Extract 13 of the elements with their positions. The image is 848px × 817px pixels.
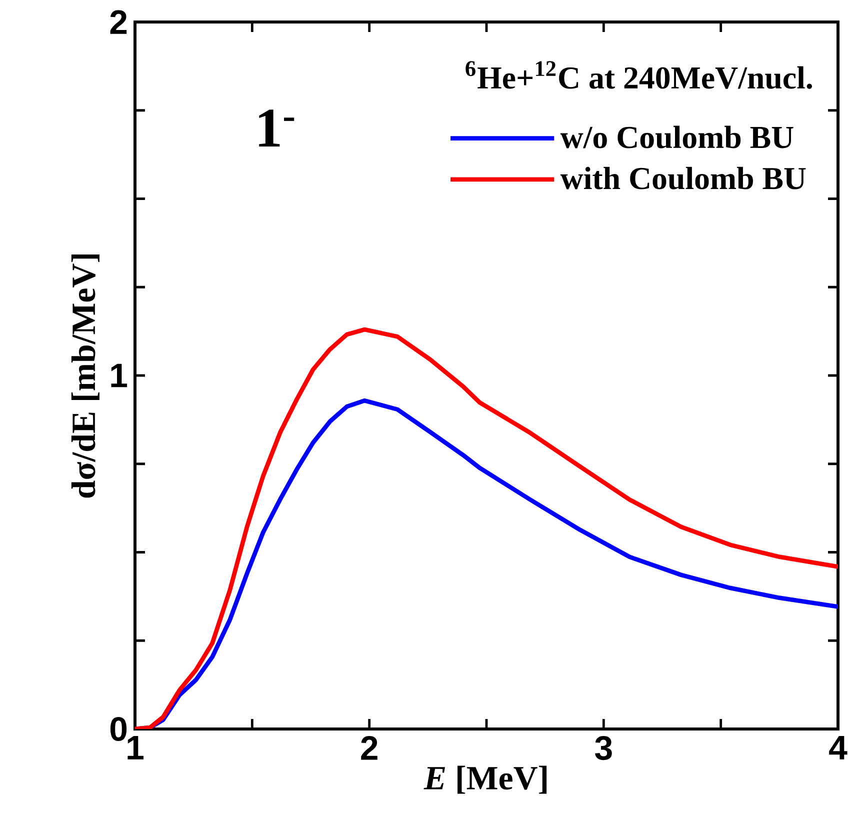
annotation: 1$^{-}$ <box>259 110 294 146</box>
x-tick-label: 1 <box>128 736 144 760</box>
legend-label: with Coulomb BU <box>560 166 806 190</box>
y-axis-title: dσ/dE [mb/MeV] <box>71 254 100 498</box>
x-tick-label: 2 <box>361 736 378 760</box>
y-tick-label: 1 <box>111 364 128 388</box>
legend-label: w/o Coulomb BU <box>560 126 794 148</box>
x-tick-label: 4 <box>829 736 848 760</box>
y-tick-label: 2 <box>110 10 127 34</box>
x-tick-label: 3 <box>595 736 612 760</box>
annotation: $^{6}$He+$^{12}$C at 240MeV/nucl. <box>466 61 812 89</box>
x-axis-title: E [MeV] <box>424 766 547 794</box>
y-tick-label: 0 <box>110 717 127 742</box>
